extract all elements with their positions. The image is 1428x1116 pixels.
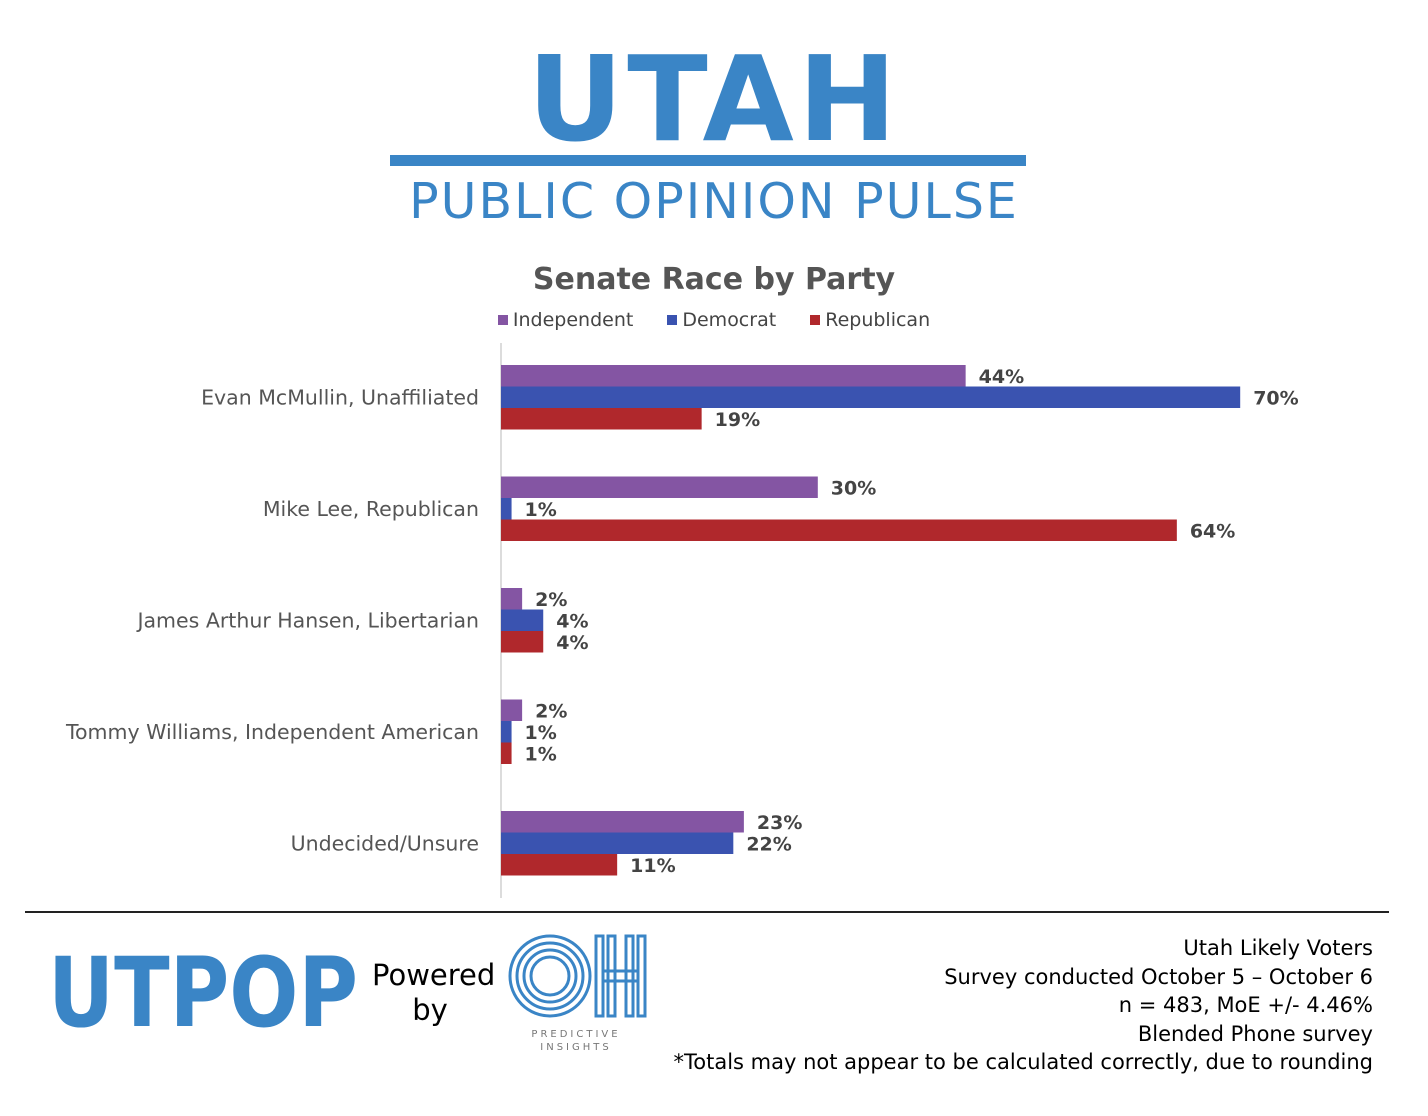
data-label: 2% xyxy=(535,589,567,611)
data-label: 1% xyxy=(525,499,557,521)
powered-line-2: by xyxy=(412,993,448,1028)
bar-republican xyxy=(501,408,702,430)
header-subtitle: PUBLIC OPINION PULSE xyxy=(409,173,1019,230)
legend-item-independent: Independent xyxy=(497,309,634,331)
chart-title: Senate Race by Party xyxy=(532,262,896,297)
data-label: 4% xyxy=(556,610,588,632)
survey-note: *Totals may not appear to be calculated … xyxy=(673,1050,1373,1074)
data-label: 1% xyxy=(525,743,557,765)
bar-chart: Evan McMullin, Unaffiliated 44% 70% 19% Mike… xyxy=(65,343,1299,898)
data-label: 11% xyxy=(630,855,675,877)
data-label: 30% xyxy=(831,477,876,499)
legend-swatch-independent xyxy=(497,315,508,325)
legend-label-democrat: Democrat xyxy=(682,309,777,331)
bar-independent xyxy=(501,476,818,498)
category-label: Tommy Williams, Independent American xyxy=(65,720,479,744)
survey-note: Survey conducted October 5 – October 6 xyxy=(944,964,1373,989)
category-label: Undecided/Unsure xyxy=(291,831,479,855)
header-rule xyxy=(390,155,1026,166)
data-label: 70% xyxy=(1253,387,1298,409)
utpop-logo-text: UTPOP xyxy=(48,940,358,1035)
header-title: UTAH xyxy=(527,30,901,168)
oh-logo-caption: PREDICTIVE INSIGHTS xyxy=(500,1028,652,1054)
powered-line-1: Powered xyxy=(372,958,496,992)
survey-notes: Utah Likely Voters Survey conducted Octo… xyxy=(673,934,1373,1077)
category-label: Evan McMullin, Unaffiliated xyxy=(201,385,479,409)
bar-democrat xyxy=(501,721,512,743)
footer-divider xyxy=(25,911,1389,913)
utpop-logo: UTPOP xyxy=(48,940,358,1035)
bar-independent xyxy=(501,588,523,610)
data-label: 64% xyxy=(1190,520,1235,542)
bar-republican xyxy=(501,854,618,876)
data-label: 19% xyxy=(715,409,760,431)
data-label: 23% xyxy=(757,812,802,834)
bar-independent xyxy=(501,811,744,833)
chart-legend: Independent Democrat Republican xyxy=(0,309,1428,331)
powered-by-text: Powered by xyxy=(372,958,496,1029)
legend-item-democrat: Democrat xyxy=(667,309,776,331)
survey-note: Utah Likely Voters xyxy=(1183,936,1373,960)
bar-republican xyxy=(501,742,512,764)
bar-independent xyxy=(501,365,966,387)
data-label: 22% xyxy=(746,833,791,855)
category-label: James Arthur Hansen, Libertarian xyxy=(135,608,479,632)
bar-democrat xyxy=(501,609,544,631)
bar-independent xyxy=(501,699,523,721)
legend-swatch-republican xyxy=(810,315,821,325)
survey-note: Blended Phone survey xyxy=(1137,1021,1373,1046)
survey-note: n = 483, MoE +/- 4.46% xyxy=(1118,993,1373,1017)
legend-label-republican: Republican xyxy=(825,309,931,331)
oh-predictive-insights-logo xyxy=(508,934,647,1018)
category-label: Mike Lee, Republican xyxy=(263,497,479,521)
oh-caption-line-1: PREDICTIVE xyxy=(531,1029,621,1040)
legend-swatch-democrat xyxy=(667,315,678,325)
bar-republican xyxy=(501,519,1177,541)
bar-republican xyxy=(501,631,544,653)
legend-label-independent: Independent xyxy=(512,309,634,331)
data-label: 2% xyxy=(535,700,567,722)
bar-democrat xyxy=(501,832,734,854)
bar-democrat xyxy=(501,386,1241,408)
data-label: 1% xyxy=(525,722,557,744)
bar-democrat xyxy=(501,498,512,520)
data-label: 44% xyxy=(979,366,1024,388)
oh-caption-line-2: INSIGHTS xyxy=(540,1042,612,1053)
legend-item-republican: Republican xyxy=(810,309,930,331)
data-label: 4% xyxy=(556,632,588,654)
